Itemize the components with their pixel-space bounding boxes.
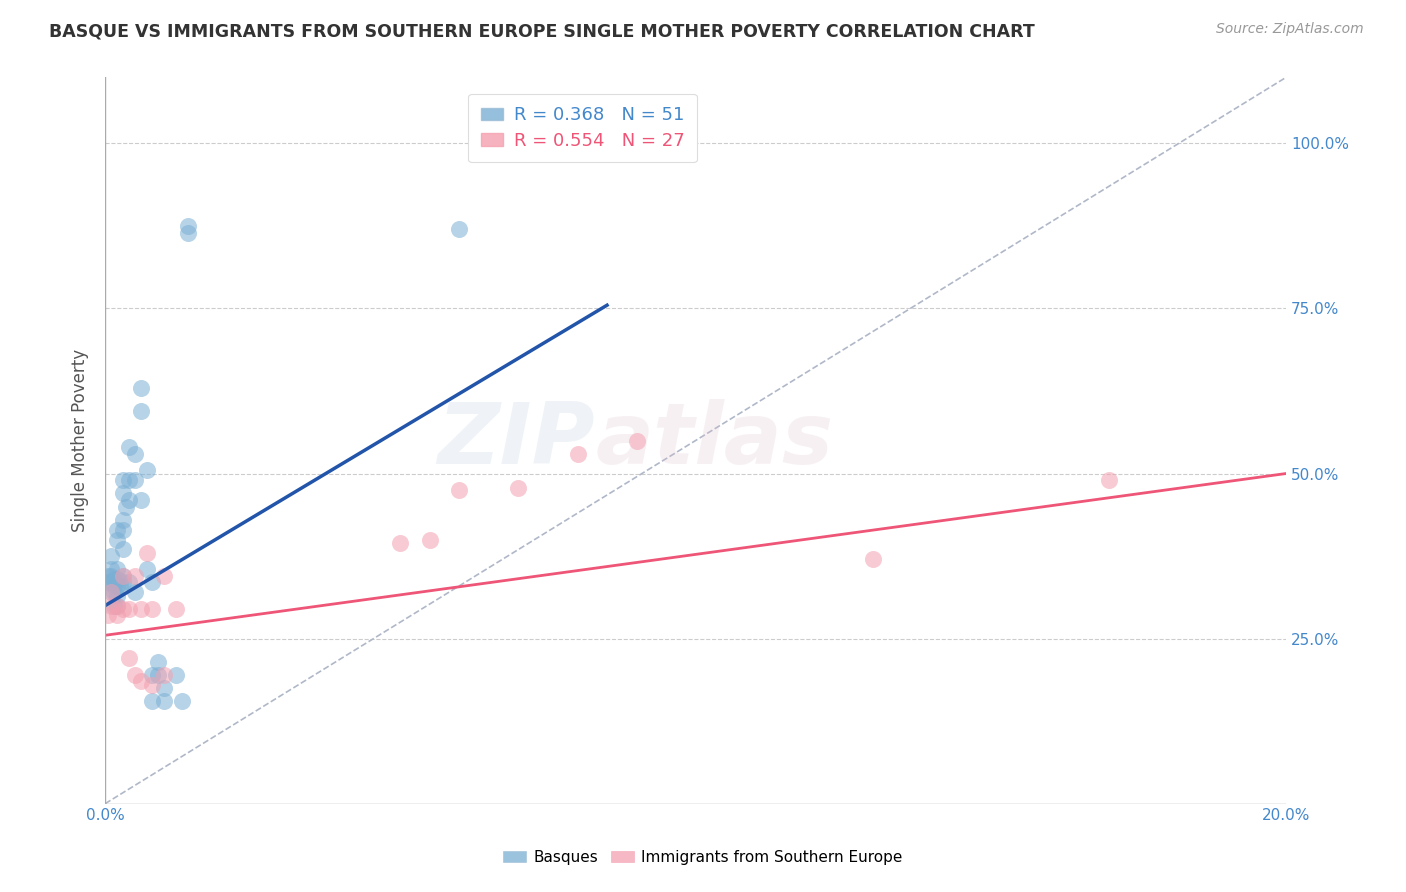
Text: Source: ZipAtlas.com: Source: ZipAtlas.com (1216, 22, 1364, 37)
Point (148, 668, 170, 682)
Point (153, 694, 176, 708)
Point (141, 678, 163, 692)
Point (135, 463, 157, 477)
Legend: R = 0.368   N = 51, R = 0.554   N = 27: R = 0.368 N = 51, R = 0.554 N = 27 (468, 94, 697, 162)
Point (100, 569, 122, 583)
Point (153, 681, 176, 695)
Text: atlas: atlas (595, 399, 834, 482)
Point (105, 523, 128, 537)
Legend: Basques, Immigrants from Southern Europe: Basques, Immigrants from Southern Europe (498, 844, 908, 871)
Point (124, 668, 146, 682)
Point (124, 473, 146, 487)
Point (141, 575, 163, 590)
Point (118, 575, 141, 590)
Point (105, 533, 128, 547)
Point (124, 447, 146, 461)
Point (100, 585, 122, 599)
Point (97, 575, 120, 590)
Point (111, 473, 134, 487)
Point (105, 589, 128, 603)
Point (419, 533, 441, 547)
Point (100, 549, 122, 563)
Point (165, 668, 187, 682)
Point (111, 602, 134, 616)
Point (103, 579, 125, 593)
Point (111, 523, 134, 537)
Point (108, 579, 131, 593)
Point (449, 222, 471, 236)
Text: BASQUE VS IMMIGRANTS FROM SOUTHERN EUROPE SINGLE MOTHER POVERTY CORRELATION CHAR: BASQUE VS IMMIGRANTS FROM SOUTHERN EUROP… (49, 22, 1035, 40)
Point (135, 562, 157, 576)
Y-axis label: Single Mother Poverty: Single Mother Poverty (72, 349, 89, 533)
Point (141, 602, 163, 616)
Point (153, 668, 176, 682)
Point (153, 569, 176, 583)
Point (118, 651, 141, 665)
Point (129, 492, 152, 507)
Point (141, 694, 163, 708)
Point (129, 404, 152, 418)
Point (118, 602, 141, 616)
Point (103, 585, 125, 599)
Point (449, 483, 471, 497)
Point (111, 513, 134, 527)
Point (105, 562, 128, 576)
Point (111, 575, 134, 590)
Point (135, 546, 157, 560)
Point (1098, 473, 1121, 487)
Point (97, 608, 120, 623)
Point (103, 599, 125, 613)
Point (508, 481, 530, 495)
Point (111, 569, 134, 583)
Point (118, 492, 141, 507)
Point (129, 602, 152, 616)
Point (165, 602, 187, 616)
Point (129, 381, 152, 395)
Point (124, 569, 146, 583)
Point (105, 599, 128, 613)
Point (115, 500, 138, 514)
Point (118, 440, 141, 454)
Point (567, 447, 589, 461)
Point (111, 569, 134, 583)
Point (100, 599, 122, 613)
Point (118, 473, 141, 487)
Point (100, 575, 122, 590)
Point (177, 219, 200, 233)
Point (103, 572, 125, 586)
Point (862, 552, 884, 566)
Point (124, 585, 146, 599)
Point (100, 585, 122, 599)
Point (105, 599, 128, 613)
Point (141, 668, 163, 682)
Point (389, 536, 412, 550)
Point (129, 674, 152, 689)
Point (111, 486, 134, 500)
Point (111, 542, 134, 557)
Point (626, 434, 648, 448)
Point (170, 694, 193, 708)
Point (100, 562, 122, 576)
Point (148, 655, 170, 669)
Point (97, 569, 120, 583)
Point (177, 226, 200, 240)
Point (105, 579, 128, 593)
Point (105, 608, 128, 623)
Point (105, 572, 128, 586)
Text: ZIP: ZIP (437, 399, 595, 482)
